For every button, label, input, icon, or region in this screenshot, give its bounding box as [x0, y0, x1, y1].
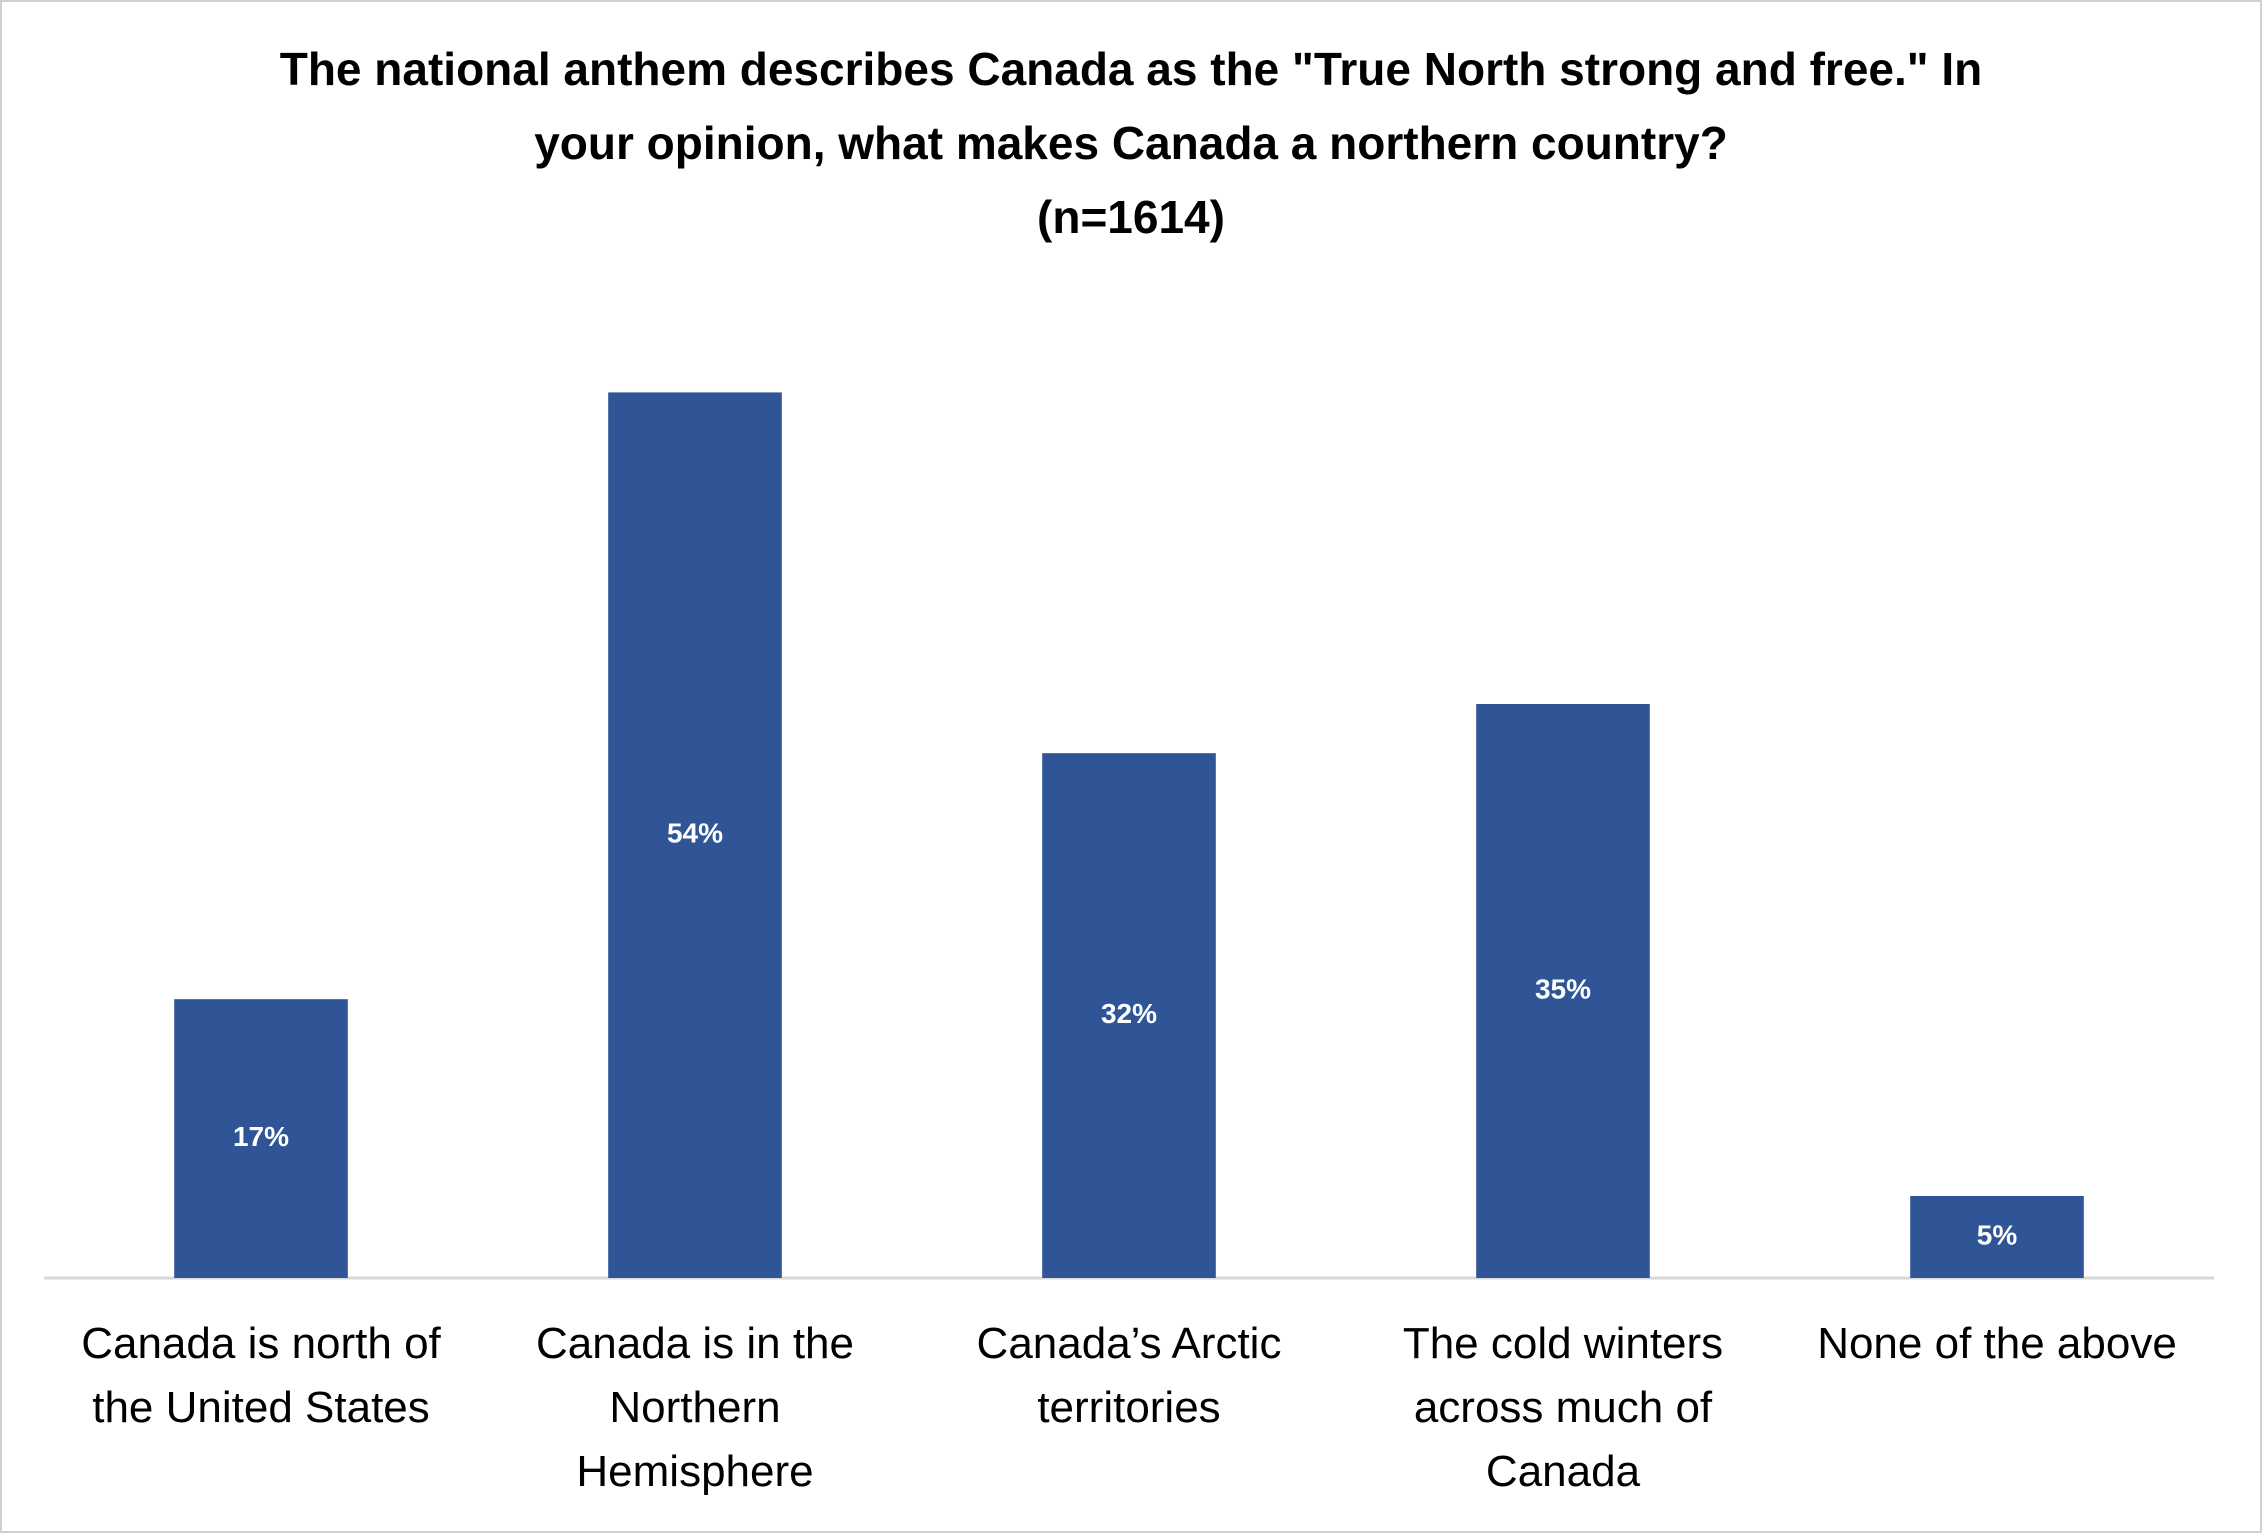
- value-label: 54%: [667, 818, 723, 849]
- bar: [1042, 753, 1216, 1278]
- value-label: 35%: [1535, 973, 1591, 1004]
- x-tick-label: Canada is in the Northern Hemisphere: [536, 1319, 854, 1496]
- chart-title: The national anthem describes Canada as …: [279, 43, 1983, 169]
- chart-subtitle: (n=1614): [1037, 191, 1225, 243]
- x-tick-label: Canada is north of the United States: [81, 1319, 441, 1432]
- bar: [1910, 1196, 2084, 1278]
- value-label: 17%: [233, 1121, 289, 1152]
- bar: [174, 999, 348, 1278]
- bar: [1476, 704, 1650, 1278]
- x-tick-label: Canada’s Arctic territories: [976, 1319, 1282, 1432]
- x-tick-label: The cold winters across much of Canada: [1402, 1319, 1724, 1496]
- value-label: 32%: [1101, 998, 1157, 1029]
- value-label: 5%: [1977, 1219, 2018, 1250]
- x-tick-label: None of the above: [1817, 1319, 2177, 1368]
- bar: [608, 392, 782, 1278]
